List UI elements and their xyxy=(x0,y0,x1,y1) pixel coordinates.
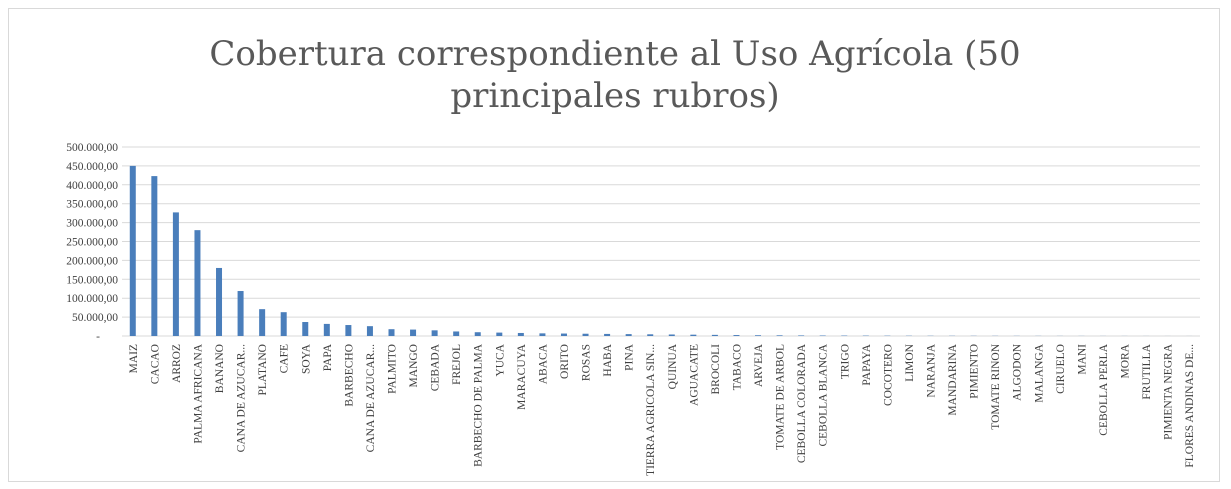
bar xyxy=(151,176,158,336)
bar xyxy=(280,312,287,336)
x-tick-label: YUCA xyxy=(494,343,506,376)
x-tick-label: ABACA xyxy=(537,343,549,384)
x-tick-label: PINA xyxy=(624,343,636,371)
bar xyxy=(582,333,589,336)
x-tick-label: TIERRA AGRICOLA SIN... xyxy=(645,344,657,476)
bar xyxy=(668,334,675,336)
chart-title: Cobertura correspondiente al Uso Agrícol… xyxy=(209,34,1021,116)
x-tick-label: NARANJA xyxy=(926,343,938,397)
x-tick-label: LIMON xyxy=(904,343,916,381)
x-tick-label: CEBOLLA BLANCA xyxy=(818,343,830,446)
bar xyxy=(474,332,481,336)
x-tick-label: CAFE xyxy=(279,344,291,373)
x-tick-label: CIRUELO xyxy=(1055,344,1067,394)
y-tick-label: 300.000,00 xyxy=(66,218,118,230)
bar xyxy=(560,333,567,336)
x-tick-label: COCOTERO xyxy=(882,344,894,406)
bar xyxy=(798,335,805,336)
x-tick-label: MARACUYA xyxy=(516,343,528,410)
x-tick-label: BARBECHO xyxy=(343,344,355,407)
bar xyxy=(625,334,632,336)
x-tick-label: MANDARINA xyxy=(947,343,959,415)
bar xyxy=(647,334,654,336)
bar xyxy=(345,325,352,336)
y-tick-label: 450.000,00 xyxy=(66,161,118,173)
x-tick-label: BANANO xyxy=(214,344,226,393)
x-tick-label: PIMIENTO xyxy=(969,344,981,399)
bar xyxy=(755,335,762,336)
x-tick-label: AGUACATE xyxy=(688,344,700,406)
y-tick-label: 50.000,00 xyxy=(72,312,118,324)
y-tick-label: 200.000,00 xyxy=(66,255,118,267)
x-tick-label: CACAO xyxy=(149,344,161,384)
x-tick-label: MANI xyxy=(1076,344,1088,375)
y-tick-label: 500.000,00 xyxy=(66,142,118,154)
x-tick-label: MANGO xyxy=(408,344,420,387)
x-tick-label: TOMATE DE ARBOL xyxy=(775,344,787,450)
x-tick-label: BROCOLI xyxy=(710,344,722,395)
bar xyxy=(517,332,524,336)
y-tick-label: 100.000,00 xyxy=(66,293,118,305)
y-tick-label: 350.000,00 xyxy=(66,199,118,211)
bar xyxy=(259,309,266,336)
x-tick-label: PALMITO xyxy=(387,344,399,394)
x-tick-label: SOYA xyxy=(300,343,312,374)
bar xyxy=(388,329,395,336)
x-tick-label: PAPA xyxy=(322,343,334,371)
bar xyxy=(172,212,179,336)
x-tick-label: HABA xyxy=(602,343,614,376)
x-tick-label: ARROZ xyxy=(171,344,183,383)
x-tick-label: ORITO xyxy=(559,344,571,379)
x-tick-label: CEBOLLA PERLA xyxy=(1098,343,1110,435)
x-tick-label: MAIZ xyxy=(128,344,140,373)
x-tick-label: TRIGO xyxy=(839,344,851,379)
bar xyxy=(733,335,740,336)
x-tick-label: ALGODON xyxy=(1012,343,1024,401)
x-tick-label: PIMIENTA NEGRA xyxy=(1163,343,1175,440)
bar xyxy=(237,291,244,336)
x-tick-label: MORA xyxy=(1120,343,1132,378)
y-tick-label: 150.000,00 xyxy=(66,274,118,286)
x-tick-label: ROSAS xyxy=(581,344,593,381)
x-tick-label: FREJOL xyxy=(451,344,463,385)
x-tick-label: QUINUA xyxy=(667,343,679,389)
x-tick-label: TOMATE RINON xyxy=(990,343,1002,429)
chart-frame xyxy=(8,8,1220,482)
x-tick-label: CANA DE AZUCAR... xyxy=(365,344,377,452)
bar xyxy=(604,333,611,336)
bar xyxy=(776,335,783,336)
bar xyxy=(194,230,201,336)
x-tick-label: PAPAYA xyxy=(861,343,873,385)
x-tick-label: BARBECHO DE PALMA xyxy=(473,343,485,467)
x-tick-label: PLATANO xyxy=(257,344,269,395)
x-tick-label: FLORES ANDINAS DE... xyxy=(1184,344,1196,468)
bar xyxy=(711,334,718,336)
bar xyxy=(539,333,546,336)
x-tick-label: MALANGA xyxy=(1033,343,1045,402)
bar xyxy=(690,334,697,336)
bar xyxy=(302,322,309,336)
bar xyxy=(323,323,330,336)
x-tick-label: CEBADA xyxy=(430,343,442,391)
bar xyxy=(410,329,417,336)
x-tick-label: FRUTILLA xyxy=(1141,343,1153,399)
x-tick-label: PALMA AFRICANA xyxy=(192,343,204,443)
y-tick-label: 250.000,00 xyxy=(66,237,118,249)
x-tick-label: TABACO xyxy=(731,344,743,390)
bar xyxy=(496,332,503,336)
bar xyxy=(216,267,223,336)
bar xyxy=(453,331,460,336)
x-tick-label: ARVEJA xyxy=(753,343,765,387)
x-tick-label: CANA DE AZUCAR... xyxy=(236,344,248,452)
bar xyxy=(129,165,136,336)
bar xyxy=(431,330,438,336)
x-tick-label: CEBOLLA COLORADA xyxy=(796,343,808,463)
bar xyxy=(366,326,373,336)
y-tick-label: 400.000,00 xyxy=(66,180,118,192)
y-tick-label: - xyxy=(96,331,100,343)
